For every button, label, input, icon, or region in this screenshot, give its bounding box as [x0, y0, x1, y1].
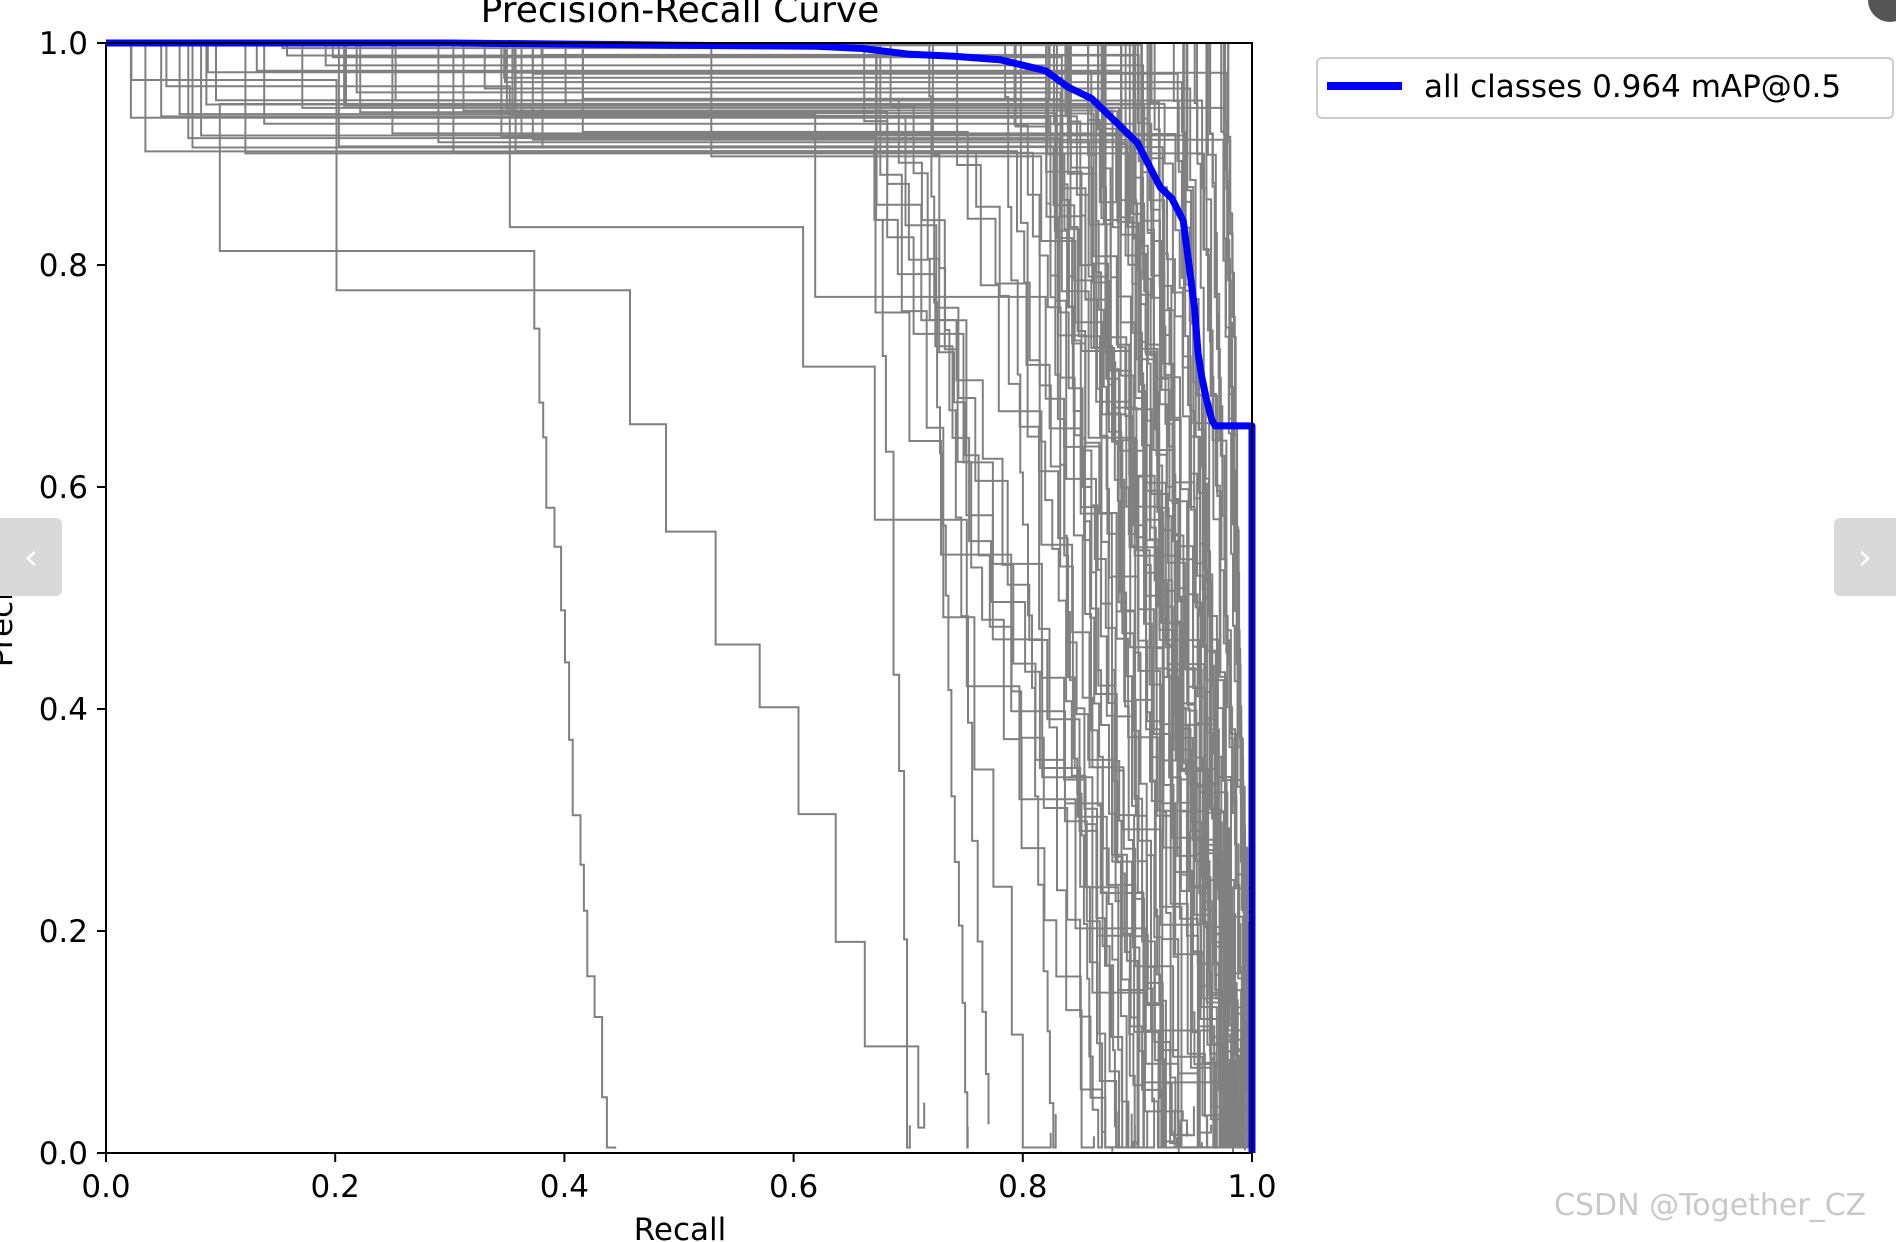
class-pr-curve [106, 42, 1120, 1149]
x-axis-label: Recall [634, 1212, 727, 1242]
class-pr-curve [106, 42, 1182, 1149]
class-pr-curve [106, 42, 1252, 1137]
class-pr-curve [106, 42, 1052, 1149]
class-pr-curve [106, 42, 1203, 1149]
class-pr-curve [106, 42, 1133, 1149]
class-pr-curve [106, 42, 1252, 1149]
chevron-left-icon: ‹ [23, 536, 39, 578]
next-image-button[interactable]: › [1834, 518, 1896, 596]
chart-title: Precision-Recall Curve [481, 0, 880, 31]
y-tick-label: 0.8 [39, 248, 88, 284]
class-pr-curve [106, 42, 926, 1129]
legend-box [1316, 57, 1894, 119]
class-pr-curve [106, 42, 1095, 1149]
x-tick-label: 0.0 [81, 1169, 130, 1205]
legend-label-all-classes: all classes 0.964 mAP@0.5 [1424, 69, 1841, 105]
previous-image-button[interactable]: ‹ [0, 518, 62, 596]
close-icon[interactable] [1868, 0, 1896, 22]
class-pr-curve [106, 42, 1208, 1147]
series-layer [106, 39, 1256, 1153]
class-pr-curve [106, 42, 1245, 1147]
y-tick-label: 0.0 [39, 1136, 88, 1172]
x-tick-label: 0.8 [998, 1169, 1047, 1205]
x-tick-label: 0.2 [311, 1169, 360, 1205]
class-pr-curve [106, 42, 1235, 1129]
class-pr-curve [106, 42, 1178, 1149]
class-pr-curve [106, 42, 1149, 1149]
class-pr-curve [106, 42, 1116, 1128]
y-tick-label: 0.6 [39, 470, 88, 506]
class-pr-curve [106, 42, 1209, 1149]
class-pr-curve [106, 42, 1225, 1144]
watermark: CSDN @Together_CZ [1554, 1188, 1867, 1223]
class-pr-curve [106, 42, 1230, 1149]
class-pr-curve [106, 42, 1221, 1149]
class-pr-curve [106, 42, 1195, 1137]
series-line-all-classes [106, 39, 1256, 1153]
class-pr-curve [106, 42, 1176, 1149]
y-tick-label: 1.0 [39, 26, 88, 62]
class-pr-curve [106, 42, 969, 1149]
class-pr-curve [106, 42, 1160, 1149]
class-pr-curve [106, 42, 1227, 1149]
class-pr-curve [106, 42, 990, 1125]
class-pr-curve [106, 42, 1252, 1149]
plot-frame [105, 42, 1253, 1154]
class-pr-curve [106, 42, 1252, 1138]
class-pr-curve [106, 42, 1190, 1136]
y-axis-ticks: 0.0 0.2 0.4 0.6 0.8 1.0 [39, 26, 106, 1172]
class-pr-curve [106, 42, 617, 1149]
class-pr-curve [106, 42, 1104, 1148]
class-pr-curve [106, 42, 1239, 1124]
y-tick-label: 0.4 [39, 692, 88, 728]
chevron-right-icon: › [1857, 536, 1873, 578]
class-pr-curve [106, 42, 1227, 1117]
class-pr-curve [106, 42, 1145, 1149]
x-tick-label: 0.4 [540, 1169, 589, 1205]
class-pr-curve [106, 42, 1181, 1140]
x-tick-label: 0.6 [769, 1169, 818, 1205]
y-tick-label: 0.2 [39, 914, 88, 950]
class-curves [106, 42, 1252, 1153]
class-pr-curve [106, 42, 1242, 1149]
legend: all classes 0.964 mAP@0.5 [1316, 57, 1894, 119]
x-tick-label: 1.0 [1227, 1169, 1276, 1205]
class-pr-curve [106, 42, 1242, 1110]
class-pr-curve [106, 42, 1217, 1149]
x-axis-ticks: 0.0 0.2 0.4 0.6 0.8 1.0 [81, 1153, 1277, 1205]
